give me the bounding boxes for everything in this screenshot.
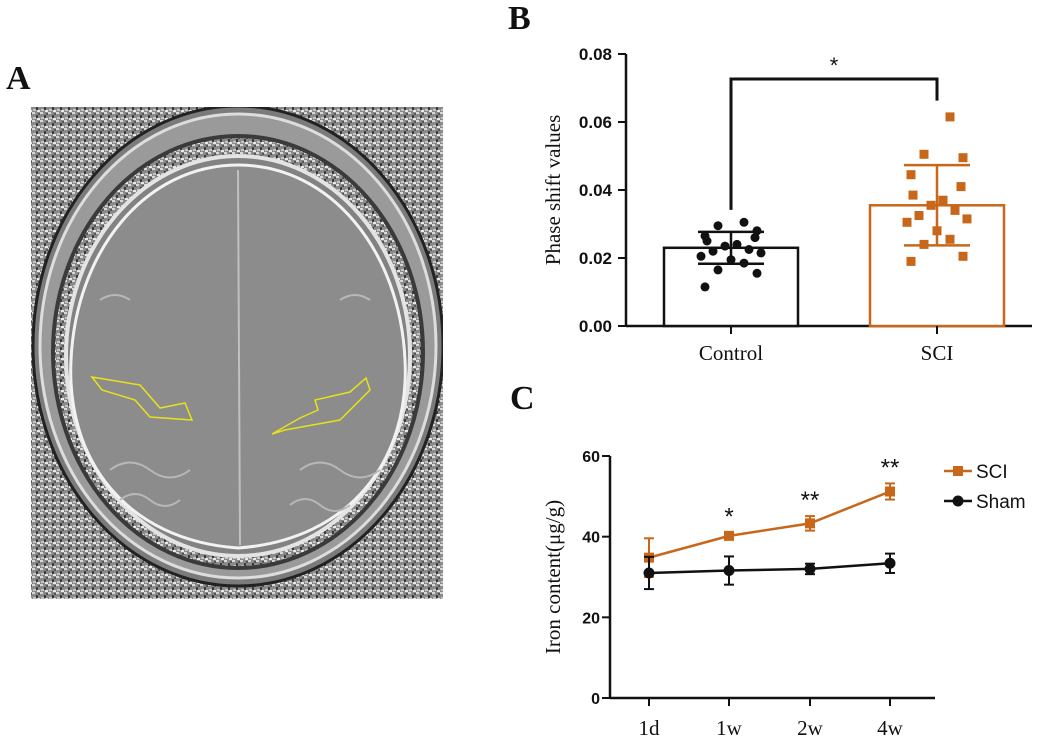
panel-c-label: C xyxy=(510,380,535,417)
b-point xyxy=(950,205,960,215)
b-ytick-label: 0.00 xyxy=(579,317,612,336)
chart-b: 0.00 0.02 0.04 0.06 0.08 Phase shift values Co… xyxy=(541,45,1032,365)
c-significance-label: * xyxy=(724,504,733,531)
c-point-sham xyxy=(723,565,735,577)
c-ytick-label: 20 xyxy=(582,610,600,627)
b-point xyxy=(906,256,916,266)
b-point xyxy=(739,217,749,227)
c-point-sci xyxy=(805,518,815,529)
b-ytick-label: 0.04 xyxy=(579,181,613,200)
c-point-sham xyxy=(804,563,816,575)
c-ytick-label: 60 xyxy=(582,449,600,466)
b-point xyxy=(919,239,929,249)
c-category-label: 4w xyxy=(877,716,904,740)
c-category-label: 2w xyxy=(797,716,824,740)
c-legend-label: SCI xyxy=(976,462,1008,483)
b-significance-bracket xyxy=(729,77,939,210)
b-point xyxy=(932,226,942,236)
b-significance-label: * xyxy=(830,53,839,78)
panel-a-label: A xyxy=(6,60,31,97)
panel-b-label: B xyxy=(508,0,531,37)
roi-right xyxy=(271,376,371,435)
c-legend-marker xyxy=(952,495,964,507)
c-ytick-label: 40 xyxy=(582,530,600,547)
c-series-line-sham xyxy=(648,562,891,575)
b-point xyxy=(945,234,955,244)
b-point xyxy=(956,182,966,192)
mri-phase-image xyxy=(31,107,443,599)
c-legend-label: Sham xyxy=(976,492,1026,513)
b-point xyxy=(958,251,968,261)
b-point xyxy=(914,211,924,220)
b-y-axis-label: Phase shift values xyxy=(541,115,565,265)
b-point xyxy=(908,190,918,200)
b-point xyxy=(752,268,762,278)
c-significance-label: ** xyxy=(801,487,820,514)
c-point-sham xyxy=(884,557,896,569)
b-point xyxy=(713,265,723,275)
c-series-line-sci xyxy=(648,490,891,559)
b-point xyxy=(919,149,929,159)
b-point xyxy=(726,255,736,265)
b-point xyxy=(958,153,968,163)
b-point xyxy=(713,221,723,231)
b-point xyxy=(708,246,718,256)
b-ytick-label: 0.08 xyxy=(579,45,612,64)
b-ytick-label: 0.02 xyxy=(579,249,612,268)
b-point xyxy=(938,195,948,205)
c-point-sci xyxy=(724,530,734,541)
b-point xyxy=(906,170,916,180)
b-point xyxy=(902,217,912,227)
b-point xyxy=(752,226,762,236)
c-y-axis-label: Iron content(μg/g) xyxy=(541,500,565,654)
c-ytick-label: 0 xyxy=(591,691,600,708)
b-point xyxy=(926,200,936,210)
b-category-label: Control xyxy=(699,341,763,365)
b-point xyxy=(945,112,955,122)
c-significance-label: ** xyxy=(881,454,900,481)
b-category-label: SCI xyxy=(921,341,954,365)
c-point-sci xyxy=(885,486,895,497)
c-legend-marker xyxy=(953,466,963,476)
roi-left xyxy=(90,375,194,421)
b-point xyxy=(962,214,972,224)
b-point xyxy=(720,241,730,251)
b-point xyxy=(700,282,710,292)
b-point xyxy=(744,245,754,254)
c-category-label: 1w xyxy=(716,716,743,740)
b-point xyxy=(700,231,710,241)
b-ytick-label: 0.06 xyxy=(579,113,612,132)
b-point xyxy=(750,233,760,243)
c-category-label: 1d xyxy=(639,716,661,740)
b-point xyxy=(696,251,706,261)
b-point xyxy=(739,258,749,268)
b-point xyxy=(732,239,742,249)
c-point-sham xyxy=(643,567,655,579)
b-point xyxy=(756,248,766,258)
